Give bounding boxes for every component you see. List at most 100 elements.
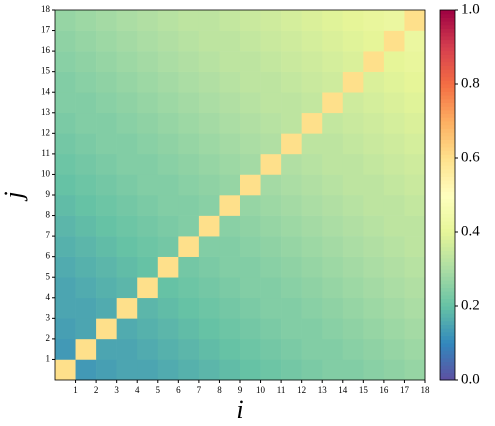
heatmap-cell: [404, 71, 426, 93]
heatmap-cell: [116, 338, 138, 360]
heatmap-cell: [260, 71, 282, 93]
heatmap-cell: [157, 338, 179, 360]
y-tick-label: 8: [46, 210, 51, 220]
colorbar-segment: [440, 357, 455, 362]
colorbar-segment: [440, 87, 455, 92]
heatmap-cell: [178, 195, 200, 216]
heatmap-cell: [383, 10, 405, 31]
heatmap-cell: [301, 297, 323, 319]
heatmap-cell: [404, 174, 426, 196]
x-tick-label: 8: [217, 385, 222, 395]
colorbar-segment: [440, 209, 455, 214]
heatmap-cell: [383, 215, 405, 237]
heatmap-cell: [198, 51, 220, 72]
colorbar-segment: [440, 109, 455, 115]
heatmap-cell: [322, 92, 344, 114]
heatmap-cell: [55, 277, 76, 299]
colorbar-segment: [440, 294, 455, 300]
heatmap-cell: [198, 153, 220, 175]
heatmap-cell: [363, 297, 385, 319]
colorbar-segment: [440, 198, 455, 203]
heatmap-cell: [342, 51, 364, 72]
colorbar-tick-label: 0.6: [461, 149, 480, 165]
colorbar-tick-label: 0.0: [461, 371, 480, 387]
heatmap-cell: [75, 51, 97, 72]
colorbar-segment: [440, 298, 455, 303]
heatmap-cell: [137, 215, 159, 237]
heatmap-cell: [281, 338, 302, 360]
heatmap-cell: [198, 236, 220, 257]
colorbar-segment: [440, 21, 455, 26]
colorbar-segment: [440, 98, 455, 103]
heatmap-cell: [75, 297, 97, 319]
colorbar-segment: [440, 24, 455, 29]
heatmap-cell: [137, 195, 159, 216]
heatmap-cell: [363, 338, 385, 360]
heatmap-cell: [178, 297, 200, 319]
heatmap-cell: [281, 10, 302, 31]
heatmap-cell: [322, 256, 344, 278]
heatmap-cell: [116, 359, 138, 381]
heatmap-cell: [157, 174, 179, 196]
heatmap-cell: [219, 236, 241, 257]
heatmap-cell: [260, 112, 282, 134]
heatmap-cell: [75, 359, 97, 381]
heatmap-cell: [116, 318, 138, 340]
heatmap-cell: [342, 297, 364, 319]
colorbar-segment: [440, 191, 455, 196]
heatmap-cell: [301, 153, 323, 175]
colorbar-segment: [440, 361, 455, 366]
colorbar-segment: [440, 232, 455, 237]
heatmap-cell: [301, 133, 323, 155]
y-tick-label: 17: [41, 25, 51, 35]
y-tick-label: 3: [46, 312, 51, 322]
heatmap-cell: [157, 30, 179, 52]
heatmap-cell: [363, 133, 385, 155]
colorbar-segment: [440, 328, 455, 333]
heatmap-cell: [137, 71, 159, 93]
heatmap-cell: [96, 215, 117, 237]
heatmap-cell: [137, 359, 159, 381]
heatmap-cell: [96, 359, 117, 381]
heatmap-cell: [322, 359, 344, 381]
heatmap-cell: [240, 195, 261, 216]
heatmap-cell: [157, 10, 179, 31]
colorbar-segment: [440, 243, 455, 248]
heatmap-cell: [301, 359, 323, 381]
y-tick-label: 6: [46, 251, 51, 261]
x-tick-label: 13: [318, 385, 328, 395]
x-tick-label: 2: [94, 385, 99, 395]
colorbar-segment: [440, 32, 455, 37]
heatmap-cell: [404, 277, 426, 299]
x-tick-label: 16: [379, 385, 389, 395]
colorbar-segment: [440, 213, 455, 218]
colorbar-segment: [440, 276, 455, 281]
heatmap-cell: [322, 174, 344, 196]
colorbar-segment: [440, 317, 455, 322]
colorbar-segment: [440, 117, 455, 122]
colorbar-segment: [440, 346, 455, 351]
heatmap-cell: [137, 174, 159, 196]
heatmap-cell: [219, 195, 241, 216]
heatmap-cell: [363, 318, 385, 340]
heatmap-cell: [178, 174, 200, 196]
heatmap-cell: [178, 153, 200, 175]
colorbar-segment: [440, 217, 455, 222]
heatmap-cell: [137, 92, 159, 114]
colorbar-segment: [440, 65, 455, 70]
heatmap-cell: [240, 236, 261, 257]
heatmap-cell: [301, 51, 323, 72]
heatmap-cell: [116, 51, 138, 72]
heatmap-cell: [240, 10, 261, 31]
heatmap-cell: [75, 133, 97, 155]
heatmap-cell: [383, 277, 405, 299]
colorbar-segment: [440, 35, 455, 41]
colorbar-segment: [440, 84, 455, 89]
heatmap-cell: [157, 195, 179, 216]
heatmap-cell: [178, 277, 200, 299]
heatmap-cell: [198, 133, 220, 155]
colorbar-segment: [440, 250, 455, 255]
colorbar-segment: [440, 302, 455, 307]
colorbar-tick-label: 0.4: [461, 223, 480, 239]
colorbar-segment: [440, 95, 455, 100]
